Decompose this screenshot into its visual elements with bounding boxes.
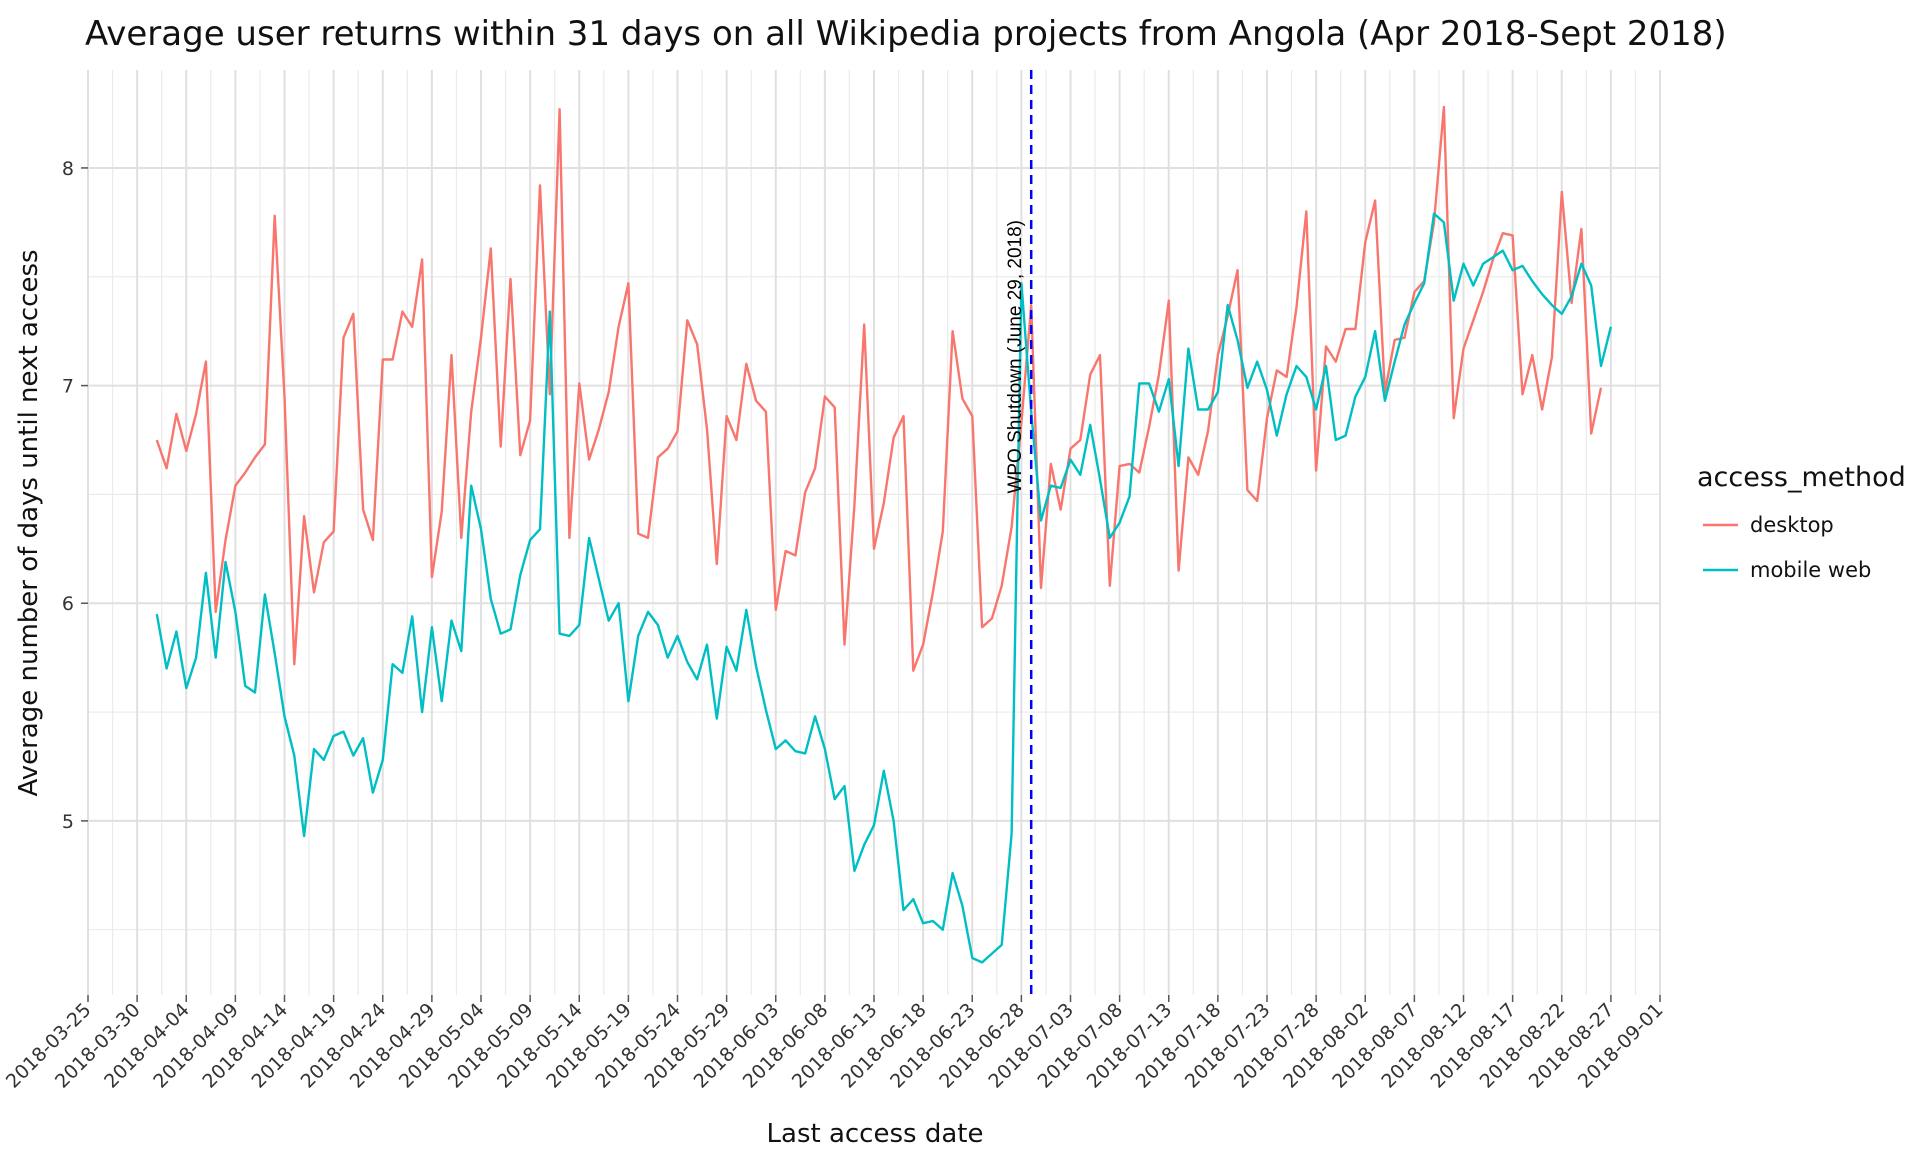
legend-title: access_method bbox=[1697, 462, 1906, 493]
shutdown-label: WPO Shutdown (June 29, 2018) bbox=[1005, 220, 1026, 494]
x-axis-title: Last access date bbox=[767, 1119, 984, 1149]
y-tick-label: 5 bbox=[62, 811, 74, 833]
series-line-mobile-web bbox=[155, 212, 1613, 964]
legend-item-mobile-web: mobile web bbox=[1703, 558, 1871, 582]
y-tick-label: 8 bbox=[62, 158, 74, 180]
plot-grid bbox=[87, 70, 1661, 995]
shutdown-annotation: WPO Shutdown (June 29, 2018) bbox=[1005, 70, 1033, 995]
x-axis-ticks: 2018-03-252018-03-302018-04-042018-04-09… bbox=[2, 995, 1668, 1093]
legend: access_method desktop mobile web bbox=[1697, 462, 1906, 582]
series-line-desktop bbox=[155, 105, 1603, 672]
y-axis-title: Average number of days until next access bbox=[14, 249, 44, 796]
y-tick-label: 7 bbox=[62, 376, 74, 398]
legend-label: mobile web bbox=[1750, 558, 1871, 582]
y-tick-label: 6 bbox=[62, 593, 74, 615]
series-lines bbox=[155, 105, 1613, 964]
legend-label: desktop bbox=[1750, 513, 1834, 537]
legend-item-desktop: desktop bbox=[1703, 513, 1834, 537]
y-axis-ticks: 5 6 7 8 bbox=[62, 158, 88, 833]
chart-title: Average user returns within 31 days on a… bbox=[85, 14, 1727, 54]
